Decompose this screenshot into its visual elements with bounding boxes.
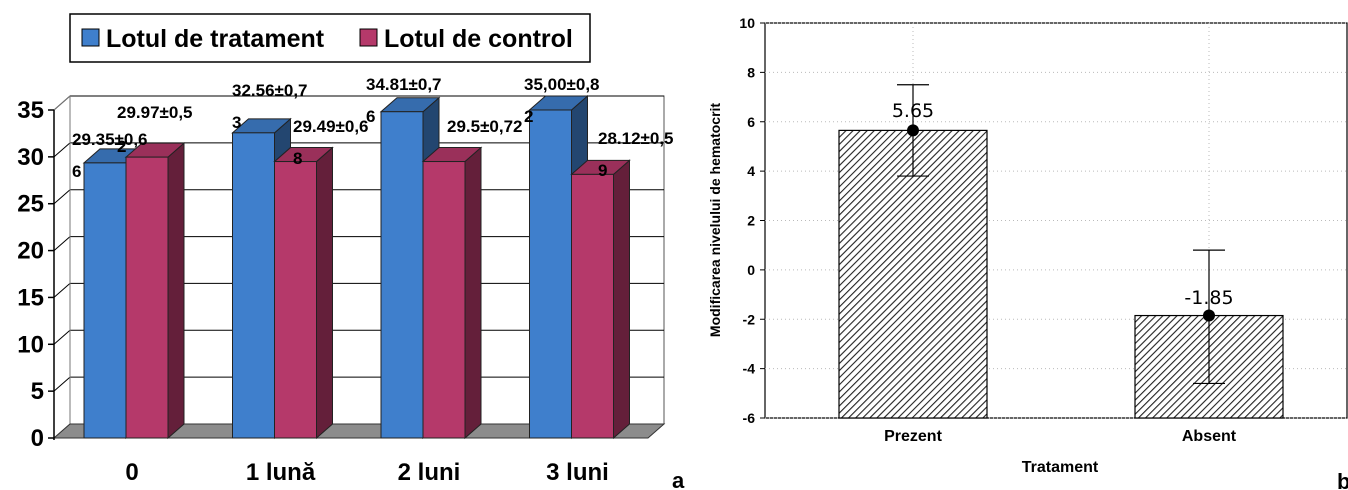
- y-tick-label: 6: [747, 114, 755, 130]
- x-tick-label: 2 luni: [398, 459, 461, 486]
- mean-marker: [1203, 309, 1215, 322]
- y-tick-label: 35: [17, 97, 44, 124]
- y-tick-label: 0: [747, 262, 755, 278]
- data-label-suffix: 2: [117, 137, 126, 156]
- data-label: 29.35±0,6: [72, 130, 148, 149]
- side-wall: [53, 94, 71, 440]
- y-tick-label: -4: [743, 361, 756, 377]
- data-label-suffix: 9: [598, 161, 607, 180]
- x-tick-label: 3 luni: [546, 459, 609, 486]
- y-tick-label: 0: [31, 425, 44, 452]
- bar: [571, 173, 614, 439]
- value-label: -1.85: [1184, 287, 1233, 309]
- y-axis-title: Modificarea nivelului de hematocrit: [707, 103, 723, 338]
- right-bar-chart: -6 -4 -2 0 2 4 6 8 10 5.65 Prezent -1.85 Absent Trata…: [707, 15, 1348, 490]
- bar: [380, 111, 424, 439]
- legend-swatch: [81, 28, 100, 47]
- y-tick-label: -6: [743, 410, 756, 426]
- legend-swatch: [359, 28, 378, 47]
- mean-marker: [907, 124, 919, 137]
- bar-side: [613, 159, 630, 440]
- panel-label: a: [672, 468, 685, 490]
- y-tick-label: 10: [739, 15, 755, 31]
- y-tick-label: -2: [743, 311, 756, 327]
- data-label: 29.49±0,6: [293, 117, 369, 136]
- y-tick-label: 30: [17, 144, 44, 171]
- bar: [529, 109, 572, 439]
- legend-label: Lotul de tratament: [106, 25, 325, 53]
- data-label-suffix: 6: [72, 162, 81, 181]
- y-tick-label: 4: [747, 163, 755, 179]
- legend-label: Lotul de control: [384, 25, 573, 53]
- bar: [838, 129, 988, 419]
- left-bar-chart: 0 5 10 15 20 25 30 35 0 1 lună 2 luni 3 luni 29.35±0…: [17, 13, 685, 490]
- data-label-suffix: 8: [293, 149, 302, 168]
- data-label-suffix: 3: [232, 113, 241, 132]
- bar: [232, 132, 275, 439]
- x-tick-label: Prezent: [884, 428, 942, 445]
- bar-side: [167, 142, 185, 440]
- data-label: 32.56±0,7: [232, 81, 308, 100]
- y-tick-label: 25: [17, 191, 44, 218]
- bar: [274, 161, 317, 439]
- x-tick-label: 1 lună: [246, 459, 316, 486]
- data-label: 35,00±0,8: [524, 75, 600, 94]
- x-tick-label: Absent: [1182, 428, 1237, 445]
- x-axis-title: Tratament: [1022, 459, 1099, 476]
- data-label: 29.97±0,5: [117, 103, 193, 122]
- y-tick-label: 8: [747, 64, 755, 80]
- y-tick-label: 5: [31, 378, 44, 405]
- data-label-suffix: 2: [524, 107, 533, 126]
- y-tick-label: 2: [747, 213, 755, 229]
- bar-side: [316, 146, 333, 440]
- value-label: 5.65: [892, 100, 934, 122]
- legend: [69, 13, 591, 63]
- panel-label: b: [1337, 469, 1348, 490]
- bar: [125, 156, 169, 439]
- y-tick-label: 10: [17, 331, 44, 358]
- x-tick-label: 0: [125, 459, 138, 486]
- y-tick-label: 15: [17, 284, 44, 311]
- data-label-suffix: 6: [366, 107, 375, 126]
- bar: [422, 161, 466, 439]
- bar-side: [464, 146, 482, 440]
- data-label: 28.12±0,5: [598, 129, 674, 148]
- data-label: 34.81±0,7: [366, 75, 442, 94]
- y-tick-label: 20: [17, 238, 44, 265]
- data-label: 29.5±0,72: [447, 117, 523, 136]
- bar: [83, 162, 127, 439]
